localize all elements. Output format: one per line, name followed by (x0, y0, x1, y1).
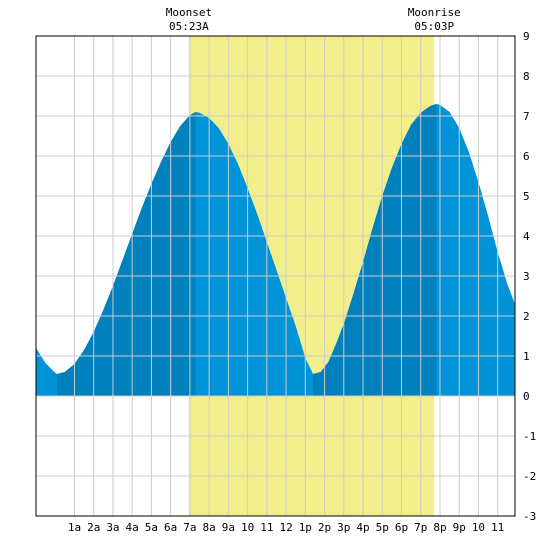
y-tick-label: 3 (523, 270, 530, 283)
plot-frame (35, 35, 516, 517)
y-tick-label: 5 (523, 190, 530, 203)
y-tick-label: 2 (523, 310, 530, 323)
y-tick-label: 0 (523, 390, 530, 403)
x-tick-label: 11 (260, 521, 273, 534)
moon-event-time: 05:23A (169, 20, 209, 33)
x-tick-label: 8a (203, 521, 216, 534)
moon-event-name: Moonrise (408, 6, 461, 19)
x-tick-label: 6a (164, 521, 177, 534)
y-tick-label: 7 (523, 110, 530, 123)
x-tick-label: 12 (279, 521, 292, 534)
rising-tide-area-2 (313, 104, 437, 396)
x-tick-label: 10 (241, 521, 254, 534)
y-tick-label: -2 (523, 470, 536, 483)
x-tick-label: 5a (145, 521, 158, 534)
x-tick-label: 7a (183, 521, 196, 534)
x-tick-label: 11 (491, 521, 504, 534)
x-tick-label: 2a (87, 521, 100, 534)
y-tick-label: -1 (523, 430, 536, 443)
x-tick-label: 3a (106, 521, 119, 534)
x-tick-label: 4p (356, 521, 369, 534)
x-tick-label: 1a (68, 521, 81, 534)
y-tick-label: 1 (523, 350, 530, 363)
y-tick-label: 4 (523, 230, 530, 243)
rising-tide-area-1 (57, 112, 196, 396)
x-tick-label: 5p (376, 521, 389, 534)
x-tick-label: 9a (222, 521, 235, 534)
x-tick-label: 9p (453, 521, 466, 534)
x-tick-label: 1p (299, 521, 312, 534)
moon-event-time: 05:03P (414, 20, 454, 33)
y-tick-label: 9 (523, 30, 530, 43)
x-tick-label: 8p (433, 521, 446, 534)
x-tick-label: 6p (395, 521, 408, 534)
x-tick-label: 4a (126, 521, 139, 534)
x-tick-label: 2p (318, 521, 331, 534)
y-tick-label: 6 (523, 150, 530, 163)
x-tick-label: 10 (472, 521, 485, 534)
moon-event-name: Moonset (166, 6, 212, 19)
x-tick-label: 7p (414, 521, 427, 534)
y-tick-label: 8 (523, 70, 530, 83)
y-tick-label: -3 (523, 510, 536, 523)
x-tick-label: 3p (337, 521, 350, 534)
